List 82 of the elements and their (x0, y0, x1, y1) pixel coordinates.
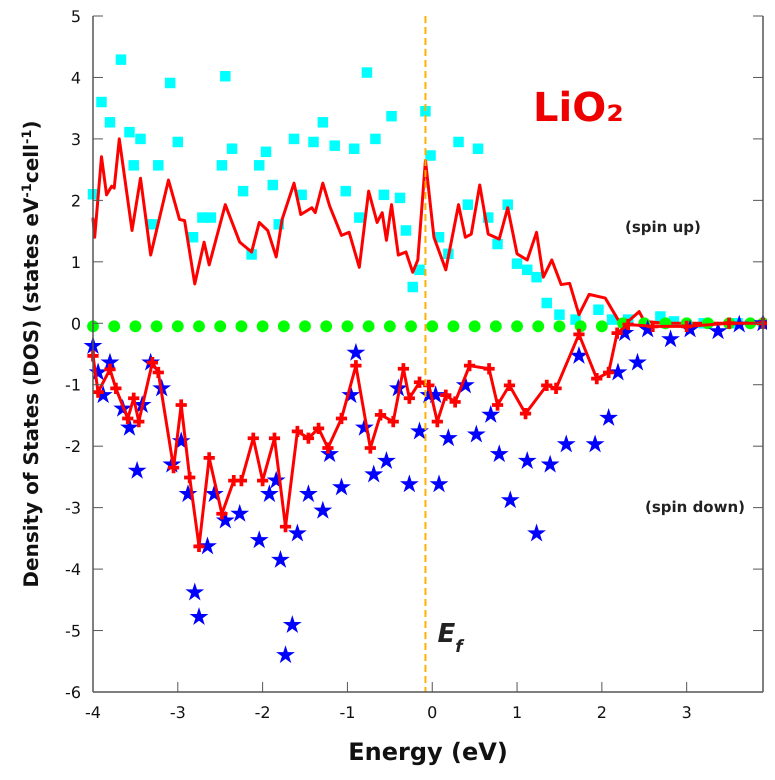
point (110, 382, 122, 394)
y-tick-label: 2 (70, 191, 81, 210)
point (214, 320, 226, 332)
point (122, 412, 134, 424)
point (322, 442, 334, 454)
point (152, 366, 164, 378)
point (520, 408, 532, 420)
y-tick-label: -6 (65, 683, 81, 702)
y-tick-label: -1 (65, 376, 81, 395)
point (550, 382, 562, 394)
point (129, 320, 142, 332)
x-tick-label: -4 (85, 703, 101, 722)
x-tick-label: 3 (682, 703, 692, 722)
point (374, 409, 386, 420)
y-tick-label: 4 (70, 68, 81, 88)
point (511, 320, 523, 332)
y-tick-label: 3 (70, 130, 81, 149)
annotation: LiO₂ (533, 85, 624, 131)
y-tick-label: -5 (65, 622, 81, 641)
point (312, 422, 324, 434)
point (426, 320, 438, 332)
point (596, 320, 608, 332)
point (440, 390, 452, 401)
point (384, 320, 396, 332)
point (414, 376, 426, 388)
y-tick-label: -2 (65, 437, 81, 456)
x-tick-label: 2 (596, 703, 607, 722)
point (464, 360, 476, 372)
x-tick-label: 1 (512, 703, 522, 722)
point (468, 320, 481, 332)
point (591, 372, 602, 384)
point (92, 386, 104, 398)
y-tick-label: -3 (65, 498, 81, 518)
point (573, 328, 585, 340)
point (278, 320, 290, 332)
point (622, 318, 634, 330)
point (490, 320, 502, 332)
point (292, 426, 304, 438)
point (541, 380, 552, 391)
x-tick-label: -1 (339, 703, 356, 722)
point (450, 396, 461, 408)
point (647, 320, 658, 332)
point (603, 366, 614, 378)
point (236, 474, 248, 486)
point (320, 320, 332, 332)
x-tick-label: 0 (427, 703, 438, 722)
point (193, 320, 205, 332)
point (554, 320, 566, 332)
y-tick-label: 0 (70, 314, 81, 334)
point (256, 320, 269, 332)
point (405, 320, 417, 332)
point (104, 364, 116, 375)
point (492, 399, 504, 411)
point (423, 380, 434, 391)
point (204, 452, 215, 464)
point (236, 320, 248, 332)
point (150, 320, 163, 332)
point (532, 320, 544, 332)
y-tick-label: 1 (70, 252, 81, 272)
point (362, 320, 375, 332)
point (404, 392, 415, 404)
point (108, 320, 120, 332)
x-axis-title: Energy (eV) (348, 738, 508, 766)
y-tick-label: -4 (65, 560, 81, 580)
point (176, 399, 187, 411)
point (336, 412, 348, 424)
point (388, 416, 399, 428)
y-tick-label: 5 (70, 7, 81, 26)
point (504, 380, 516, 391)
point (612, 327, 623, 339)
point (172, 320, 184, 332)
point (448, 320, 460, 332)
x-tick-label: -3 (170, 703, 186, 722)
point (302, 432, 314, 444)
annotation: (spin down) (645, 498, 745, 516)
point (483, 363, 495, 374)
point (184, 472, 196, 484)
annotation: (spin up) (625, 218, 701, 236)
ref-line-label: E$_{f}$ (437, 619, 466, 656)
x-tick-label: -2 (254, 703, 271, 722)
point (299, 320, 311, 332)
point (342, 320, 354, 332)
